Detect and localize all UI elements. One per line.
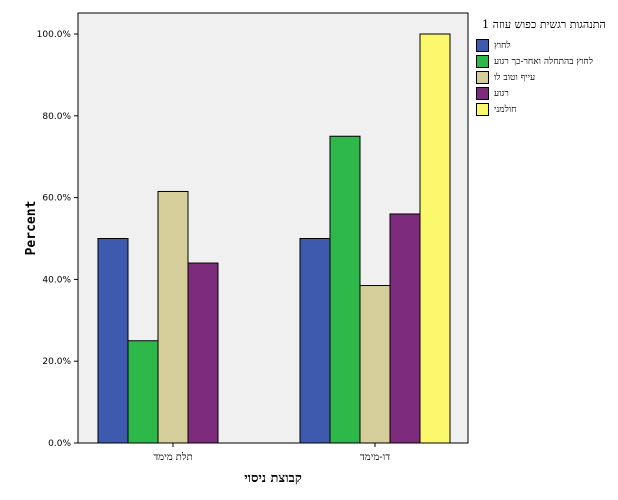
legend: התנהגות רגשית כפוש עוזה 1 לחוץ לחוץ בהתחל… [476,18,612,117]
legend-swatch [476,70,489,84]
legend-item: חולמני [476,101,612,117]
legend-title: התנהגות רגשית כפוש עוזה 1 [482,18,606,31]
legend-items: לחוץ לחוץ בהתחלה ואחר-כך רגוע עייף וטוב לו… [476,37,612,117]
bar [389,213,421,444]
legend-label: חולמני [494,104,517,115]
x-tick-label: תלת מימד [153,451,192,463]
bar [127,340,159,444]
x-tick-label: דו-מימד [360,452,390,463]
legend-item: עייף וטוב לו [476,69,612,85]
legend-label: לחוץ בהתחלה ואחר-כך רגוע [494,56,593,67]
bar [97,238,129,444]
bar [329,135,361,444]
legend-item: לחוץ [476,37,612,53]
legend-swatch [476,86,489,100]
legend-label: לחוץ [494,40,511,51]
y-tick-label: 20.0% [42,357,71,367]
bar [419,33,451,444]
bar [299,238,331,444]
legend-label: עייף וטוב לו [494,72,536,83]
legend-item: לחוץ בהתחלה ואחר-כך רגוע [476,53,612,69]
bar [187,262,219,444]
y-tick-label: 40.0% [42,275,71,285]
bar [157,190,189,444]
x-axis-label: קבוצת ניסוי [244,471,302,486]
legend-label: רגוע [494,88,509,99]
y-axis-label: Percent [24,201,39,256]
legend-swatch [476,102,489,116]
legend-swatch [476,54,489,68]
y-axis: 0.0% 20.0% 40.0% 60.0% 80.0% 100.0% [37,30,78,449]
y-tick-label: 60.0% [42,194,71,204]
y-tick-label: 0.0% [48,439,71,449]
legend-item: רגוע [476,85,612,101]
y-tick-label: 100.0% [37,30,72,40]
legend-swatch [476,38,489,52]
x-axis: תלת מימד דו-מימד [153,443,390,463]
bars [97,33,451,444]
y-tick-label: 80.0% [42,112,71,122]
bar [359,285,391,444]
